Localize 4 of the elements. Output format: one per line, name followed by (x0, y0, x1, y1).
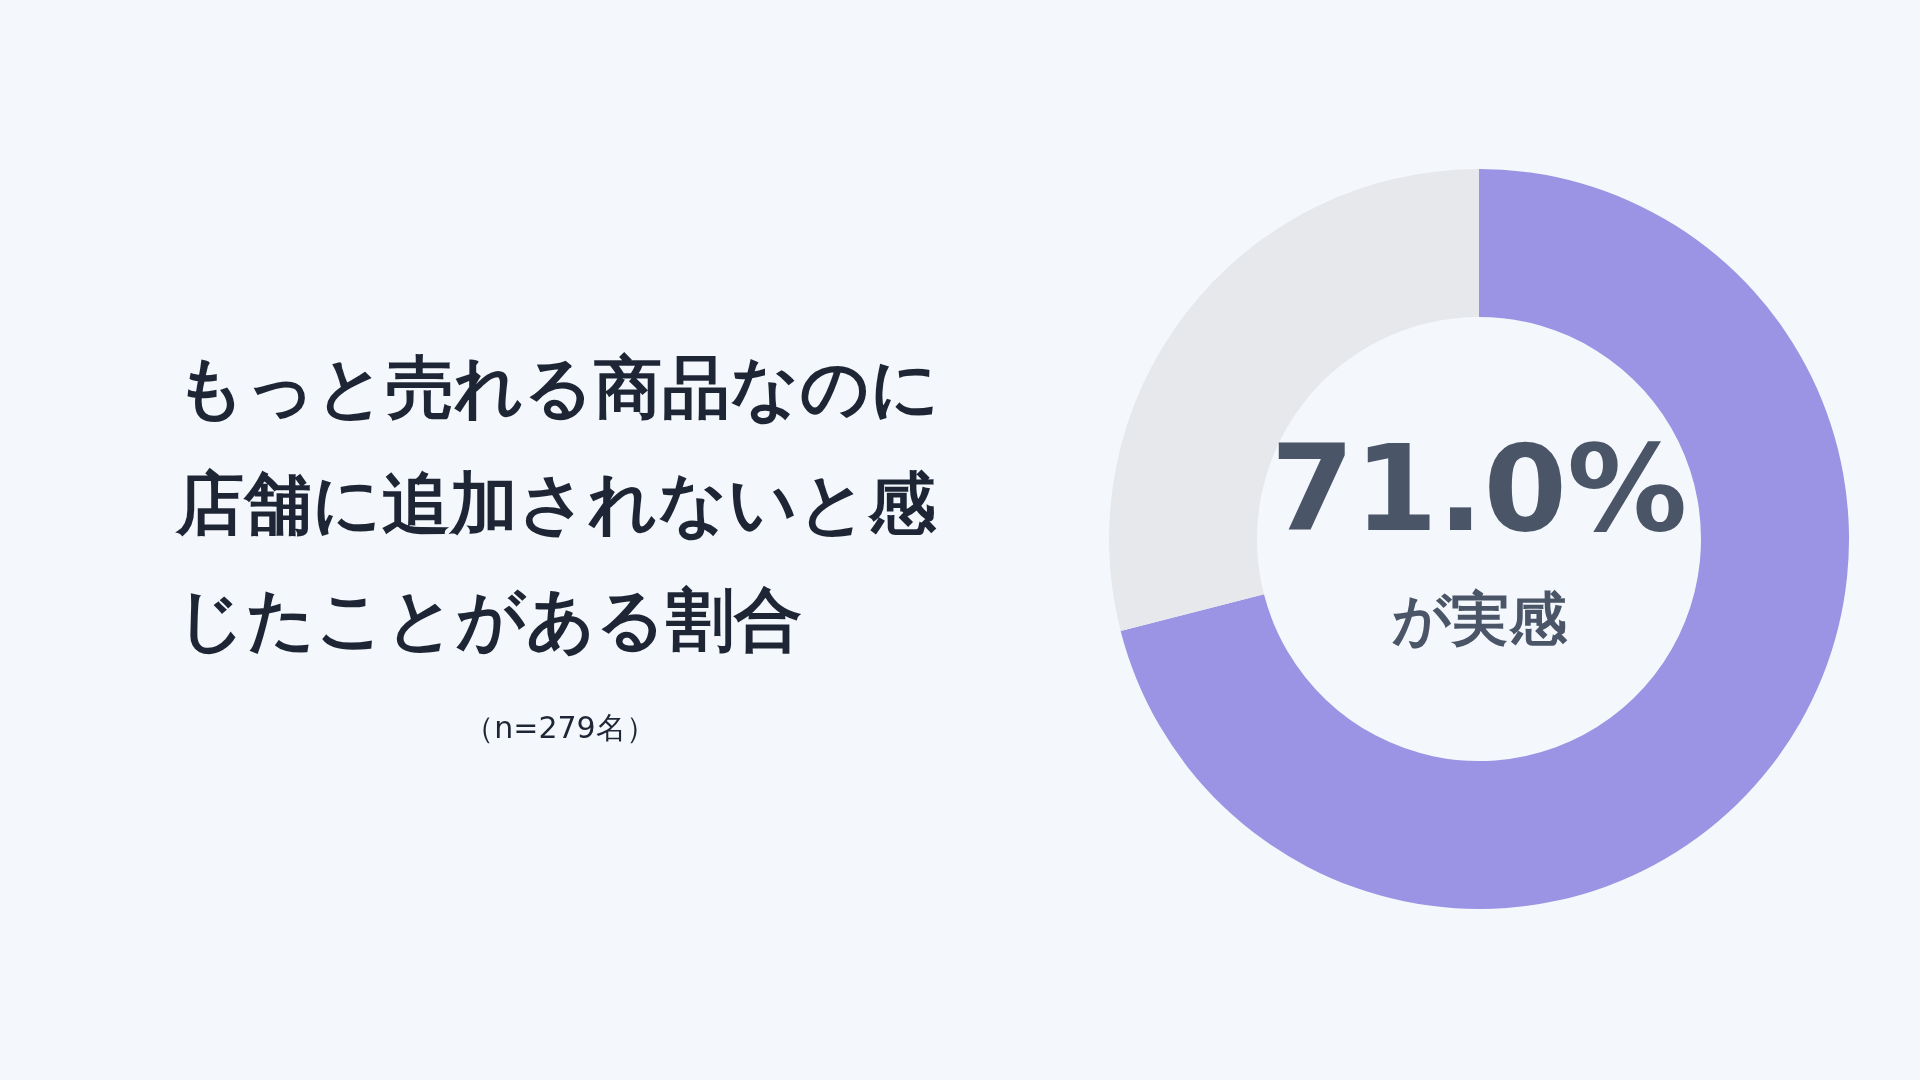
text: が実感 (1391, 585, 1568, 654)
text: （n=279名） (463, 709, 657, 747)
data-label: 71.0% (1270, 419, 1688, 559)
text: もっと売れる商品なのに店舗に追加されないと感じたことがある割合 (175, 347, 941, 661)
